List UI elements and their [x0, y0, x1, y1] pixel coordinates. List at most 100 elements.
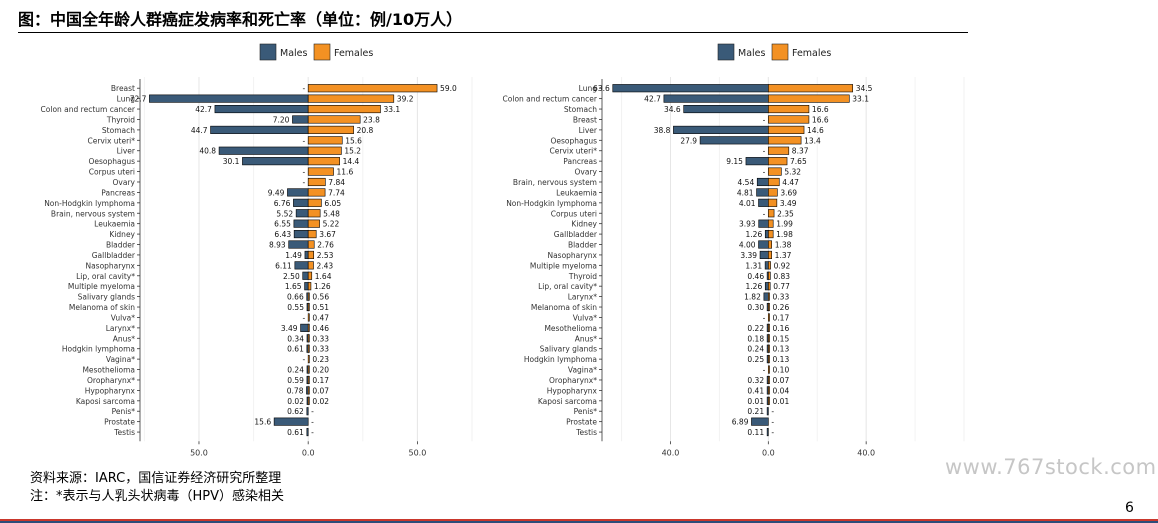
source-note: 资料来源：IARC，国信证券经济研究所整理 — [30, 471, 282, 486]
legend-label-males: Males — [280, 48, 308, 59]
bar-males — [273, 417, 309, 426]
bar-males — [612, 84, 769, 93]
data-label-males: 4.01 — [739, 199, 756, 208]
bar-males — [300, 323, 309, 332]
data-label-females: 0.20 — [312, 366, 329, 375]
data-label-females: 0.04 — [773, 386, 790, 395]
category-label: Thyroid — [106, 115, 135, 124]
bar-males — [306, 428, 309, 437]
data-label-females: 1.38 — [775, 241, 792, 250]
data-label-males: 0.61 — [287, 428, 304, 437]
data-label-males: 6.89 — [732, 418, 749, 427]
category-label: Cervix uteri* — [87, 136, 135, 145]
category-label: Prostate — [104, 418, 135, 427]
data-label-females: 33.1 — [852, 95, 869, 104]
data-label-females: 1.37 — [775, 251, 792, 260]
data-label-males: 30.1 — [223, 157, 240, 166]
data-label-females: 1.64 — [315, 272, 332, 281]
bar-males — [214, 104, 309, 114]
category-label: Colon and rectum cancer — [503, 95, 598, 104]
category-label: Lip, oral cavity* — [538, 282, 597, 291]
data-label-males: 3.93 — [739, 220, 756, 229]
data-label-males: 0.46 — [747, 272, 764, 281]
bar-males — [758, 198, 769, 207]
bar-females — [768, 250, 772, 259]
data-label-females: 4.47 — [782, 178, 799, 187]
data-label-females: 39.2 — [397, 95, 414, 104]
bar-females — [307, 209, 321, 218]
bar-males — [673, 125, 769, 134]
data-label-females: 2.76 — [317, 241, 334, 250]
x-tick-label: 50.0 — [408, 448, 426, 457]
bar-females — [307, 157, 340, 166]
category-label: Testis — [575, 428, 597, 437]
x-tick-label: 40.0 — [857, 448, 875, 457]
data-label-females: 0.13 — [773, 345, 790, 354]
bar-females — [307, 94, 395, 103]
data-label-males: 0.22 — [747, 324, 764, 333]
category-label: Breast — [111, 84, 135, 93]
category-label: Penis* — [574, 407, 598, 416]
data-label-males: - — [763, 168, 766, 177]
data-label-males: 3.39 — [740, 251, 757, 260]
data-label-females: 33.1 — [383, 105, 400, 114]
bar-females — [307, 136, 343, 145]
data-label-males: 1.49 — [285, 251, 302, 260]
data-label-females: 8.37 — [792, 147, 809, 156]
category-label: Multiple myeloma — [530, 261, 597, 270]
data-label-males: 6.76 — [274, 199, 291, 208]
category-label: Vulva* — [111, 313, 135, 322]
footer: 资料来源：IARC，国信证券经济研究所整理 注：*表示与人乳头状病毒（HPV）感… — [30, 470, 284, 506]
data-label-males: 1.31 — [745, 261, 762, 270]
category-label: Gallbladder — [554, 230, 598, 239]
data-label-females: 15.2 — [344, 147, 361, 156]
data-label-males: 6.55 — [274, 220, 291, 229]
data-label-females: 6.05 — [324, 199, 341, 208]
data-label-males: 40.8 — [199, 147, 216, 156]
bar-females — [307, 344, 310, 353]
bar-females — [768, 323, 770, 332]
bar-females — [768, 136, 802, 145]
data-label-females: 0.56 — [312, 293, 329, 302]
bar-females — [307, 219, 320, 228]
category-label: Leukaemia — [94, 220, 135, 229]
data-label-males: 72.7 — [130, 95, 147, 104]
bar-males — [763, 292, 769, 301]
bar-females — [768, 355, 770, 364]
legend-label-males: Males — [738, 48, 766, 59]
x-tick-label: 0.0 — [302, 448, 315, 457]
data-label-males: - — [302, 84, 305, 93]
data-label-males: 0.32 — [747, 376, 764, 385]
bar-females — [307, 104, 381, 114]
category-label: Liver — [579, 126, 598, 135]
category-label: Cervix uteri* — [549, 147, 597, 156]
bar-males — [304, 250, 309, 259]
data-label-females: 11.6 — [337, 168, 354, 177]
data-label-females: 7.65 — [790, 157, 807, 166]
category-label: Hypopharynx — [547, 386, 598, 395]
bar-females — [307, 125, 354, 134]
data-label-females: 5.32 — [784, 168, 801, 177]
data-label-males: 6.43 — [274, 230, 291, 239]
category-label: Kaposi sarcoma — [538, 397, 597, 406]
data-label-females: 5.48 — [323, 209, 340, 218]
bar-males — [699, 136, 769, 145]
bar-males — [759, 250, 769, 259]
category-label: Thyroid — [568, 272, 597, 281]
category-label: Oropharynx* — [549, 376, 597, 385]
data-label-males: - — [302, 178, 305, 187]
mortality-chart: Males Females Lung 63.6 34.5 Colon and rectum… — [498, 38, 968, 468]
data-label-males: 1.26 — [746, 230, 763, 239]
footnote: 注：*表示与人乳头状病毒（HPV）感染相关 — [30, 489, 285, 504]
category-label: Vagina* — [568, 366, 597, 375]
data-label-females: 0.51 — [312, 303, 329, 312]
bar-females — [768, 209, 775, 218]
data-label-females: - — [771, 418, 774, 427]
category-label: Lung — [117, 95, 136, 104]
bar-females — [307, 271, 313, 280]
data-label-males: - — [302, 168, 305, 177]
data-label-males: 0.66 — [287, 293, 304, 302]
bar-females — [768, 115, 810, 124]
bar-females — [768, 313, 770, 322]
bar-females — [307, 115, 361, 124]
